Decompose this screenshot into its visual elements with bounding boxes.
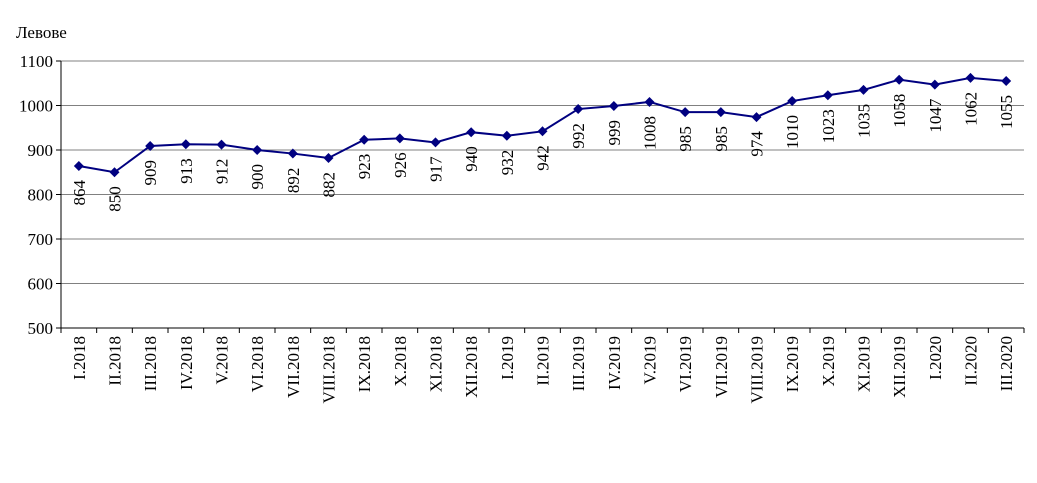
- data-point: [537, 126, 548, 137]
- data-point: [501, 130, 512, 141]
- data-point: [430, 137, 441, 148]
- data-point: [287, 148, 298, 159]
- y-axis-label: Левове: [16, 23, 67, 42]
- x-tick-label: IV.2019: [605, 336, 624, 390]
- gridlines: [61, 60, 1024, 284]
- x-tick-label: II.2020: [962, 336, 981, 386]
- data-point: [715, 107, 726, 118]
- y-tick-label: 1100: [20, 52, 53, 71]
- x-tick-label: XII.2019: [890, 336, 909, 398]
- data-label: 912: [213, 159, 232, 185]
- x-tick-label: I.2019: [498, 336, 517, 380]
- data-label: 1008: [641, 116, 660, 150]
- data-point: [751, 112, 762, 123]
- x-tick-label: III.2019: [569, 336, 588, 391]
- y-tick-label: 600: [28, 275, 54, 294]
- data-label: 985: [676, 126, 695, 152]
- x-tick-label: XII.2018: [462, 336, 481, 398]
- x-tick-label: II.2019: [534, 336, 553, 386]
- data-point: [73, 161, 84, 172]
- x-tick-labels: I.2018 II.2018 III.2018 IV.2018 V.2018 VI.201…: [70, 336, 1016, 404]
- x-tick-label: XI.2018: [427, 336, 446, 392]
- data-label: 942: [534, 145, 553, 171]
- data-label: 900: [248, 164, 267, 190]
- x-tick-label: VIII.2018: [320, 336, 339, 404]
- y-tick-label: 800: [28, 186, 54, 205]
- data-label: 1058: [890, 94, 909, 128]
- data-point: [145, 140, 156, 151]
- data-label: 850: [106, 186, 125, 212]
- x-tick-label: I.2018: [70, 336, 89, 380]
- data-label: 909: [141, 160, 160, 186]
- data-point: [894, 74, 905, 85]
- x-tick-label: I.2020: [926, 336, 945, 380]
- data-point: [608, 100, 619, 111]
- data-point: [680, 107, 691, 118]
- data-label: 992: [569, 123, 588, 149]
- data-point: [822, 90, 833, 101]
- data-point: [644, 96, 655, 107]
- data-point: [1001, 76, 1012, 87]
- y-tick-label: 500: [28, 319, 54, 338]
- data-label: 1047: [926, 98, 945, 132]
- data-point: [466, 127, 477, 138]
- data-point: [929, 79, 940, 90]
- x-tick-label: V.2018: [213, 336, 232, 384]
- data-label: 1023: [819, 109, 838, 143]
- data-point: [394, 133, 405, 144]
- data-label: 1035: [855, 104, 874, 138]
- data-label: 974: [748, 131, 767, 157]
- data-point: [573, 104, 584, 115]
- data-point: [965, 72, 976, 83]
- data-point: [216, 139, 227, 150]
- series: [73, 72, 1012, 178]
- y-tick-labels: 500 600 700 800 900 1000 1100: [19, 52, 53, 338]
- data-label: 1062: [962, 92, 981, 126]
- x-tick-label: IX.2018: [355, 336, 374, 392]
- data-label: 999: [605, 120, 624, 146]
- x-tick-label: X.2019: [819, 336, 838, 387]
- data-label: 1010: [783, 115, 802, 149]
- data-label: 926: [391, 152, 410, 178]
- data-point: [180, 139, 191, 150]
- x-tick-label: IV.2018: [177, 336, 196, 390]
- data-point: [787, 96, 798, 107]
- x-tick-label: VIII.2019: [748, 336, 767, 404]
- x-tick-label: VI.2019: [676, 336, 695, 392]
- x-tick-label: VII.2019: [712, 336, 731, 398]
- x-tick-label: V.2019: [641, 336, 660, 384]
- data-label: 864: [70, 180, 89, 206]
- x-tick-label: IX.2019: [783, 336, 802, 392]
- data-label: 913: [177, 158, 196, 184]
- data-label: 917: [427, 156, 446, 182]
- data-point: [359, 134, 370, 145]
- data-label: 940: [462, 146, 481, 172]
- y-tick-label: 700: [28, 230, 54, 249]
- data-label: 1055: [997, 95, 1016, 129]
- axes: [56, 60, 1025, 333]
- x-tick-label: II.2018: [106, 336, 125, 386]
- x-tick-label: X.2018: [391, 336, 410, 387]
- x-tick-label: XI.2019: [855, 336, 874, 392]
- data-point: [858, 84, 869, 95]
- x-tick-label: III.2020: [997, 336, 1016, 391]
- y-tick-label: 900: [28, 141, 54, 160]
- data-label: 932: [498, 150, 517, 176]
- data-label: 923: [355, 154, 374, 180]
- x-tick-label: III.2018: [141, 336, 160, 391]
- data-point: [323, 153, 334, 164]
- y-tick-label: 1000: [19, 97, 53, 116]
- data-point: [109, 167, 120, 178]
- data-point: [252, 145, 263, 155]
- data-label: 985: [712, 126, 731, 152]
- x-tick-label: VI.2018: [248, 336, 267, 392]
- x-tick-label: VII.2018: [284, 336, 303, 398]
- data-labels: 864 850 909 913 912 900 892 882 923 926 917 940 932 9…: [70, 92, 1016, 212]
- data-label: 892: [284, 168, 303, 194]
- data-label: 882: [320, 172, 339, 198]
